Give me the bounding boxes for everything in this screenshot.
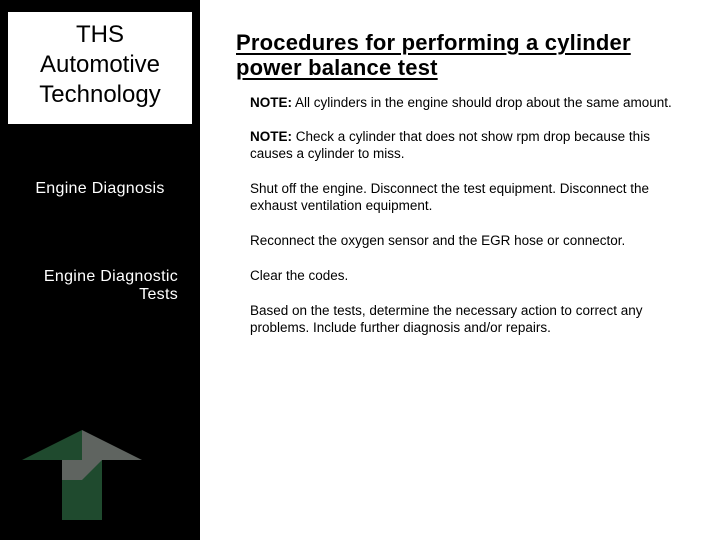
note-label: NOTE: bbox=[250, 129, 292, 144]
para-5: Clear the codes. bbox=[250, 268, 690, 285]
subsection-line-2: Tests bbox=[139, 286, 178, 303]
sidebar-section: Engine Diagnosis bbox=[0, 180, 200, 198]
para-4: Reconnect the oxygen sensor and the EGR … bbox=[250, 233, 690, 250]
school-logo-icon bbox=[22, 430, 142, 520]
title-line-2: Automotive bbox=[12, 50, 188, 80]
title-block: THS Automotive Technology bbox=[8, 12, 192, 124]
title-line-1: THS bbox=[12, 20, 188, 50]
title-line-3: Technology bbox=[12, 80, 188, 110]
sidebar-subsection: Engine Diagnostic Tests bbox=[0, 268, 200, 305]
main-content: Procedures for performing a cylinder pow… bbox=[200, 0, 720, 540]
sidebar: THS Automotive Technology Engine Diagnos… bbox=[0, 0, 200, 540]
note-1: NOTE: All cylinders in the engine should… bbox=[250, 95, 690, 112]
para-6: Based on the tests, determine the necess… bbox=[250, 303, 690, 337]
note-2-text: Check a cylinder that does not show rpm … bbox=[250, 129, 650, 161]
para-3: Shut off the engine. Disconnect the test… bbox=[250, 181, 690, 215]
page-heading: Procedures for performing a cylinder pow… bbox=[236, 30, 690, 81]
note-2: NOTE: Check a cylinder that does not sho… bbox=[250, 129, 690, 163]
note-label: NOTE: bbox=[250, 95, 292, 110]
note-1-text: All cylinders in the engine should drop … bbox=[292, 95, 672, 110]
subsection-line-1: Engine Diagnostic bbox=[44, 268, 178, 285]
